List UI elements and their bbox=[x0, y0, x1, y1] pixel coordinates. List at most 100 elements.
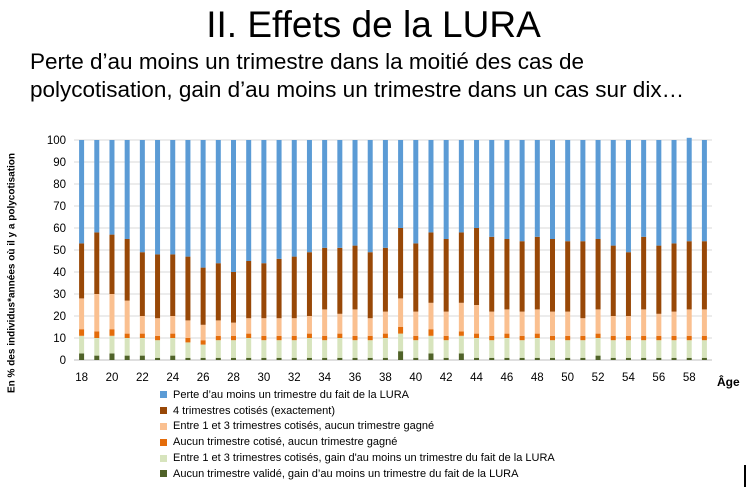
bar-segment bbox=[458, 335, 464, 354]
x-tick-label: 28 bbox=[227, 372, 240, 384]
bar-segment bbox=[139, 140, 145, 253]
bar-segment bbox=[428, 329, 434, 336]
bar-segment bbox=[261, 335, 267, 341]
bar-segment bbox=[231, 322, 236, 336]
bar-segment bbox=[519, 340, 525, 358]
bar-segment bbox=[185, 140, 191, 257]
bar-segment bbox=[200, 140, 206, 268]
bar-segment bbox=[124, 338, 130, 356]
bar-segment bbox=[625, 140, 631, 253]
bar-segment bbox=[625, 340, 631, 358]
x-tick-label: 40 bbox=[409, 372, 422, 384]
legend-item: 4 trimestres cotisés (exactement) bbox=[160, 403, 555, 419]
bar-segment bbox=[595, 333, 601, 338]
y-tick-label: 90 bbox=[53, 157, 66, 169]
bar-segment bbox=[185, 256, 191, 321]
bar-segment bbox=[200, 267, 206, 325]
bar-segment bbox=[474, 333, 480, 338]
bar-segment bbox=[291, 340, 297, 358]
bar-segment bbox=[367, 140, 373, 253]
bar-segment bbox=[428, 302, 434, 330]
y-tick-label: 70 bbox=[53, 201, 66, 213]
bar-segment bbox=[458, 353, 464, 360]
bar-segment bbox=[352, 245, 358, 310]
bar-segment bbox=[686, 340, 692, 358]
bar-segment bbox=[94, 294, 100, 332]
bar-segment bbox=[246, 261, 252, 319]
bar-segment bbox=[671, 243, 677, 312]
bar-segment bbox=[413, 140, 419, 244]
bar-segment bbox=[215, 263, 221, 321]
bar-segment bbox=[443, 311, 449, 336]
bar-segment bbox=[246, 338, 252, 358]
bar-segment bbox=[170, 316, 176, 334]
y-tick-label: 60 bbox=[53, 223, 66, 235]
bar-segment bbox=[291, 256, 297, 319]
bar-segment bbox=[489, 140, 495, 237]
bar-segment bbox=[291, 357, 297, 360]
bar-segment bbox=[413, 311, 419, 336]
bar-segment bbox=[398, 228, 404, 299]
bar-segment bbox=[79, 335, 85, 354]
bar-segment bbox=[701, 309, 707, 336]
gridlines bbox=[74, 139, 712, 361]
bar-segment bbox=[215, 357, 221, 360]
bar-segment bbox=[671, 311, 677, 336]
bar-segment bbox=[306, 357, 312, 360]
bar-segment bbox=[519, 241, 525, 312]
bar-segment bbox=[474, 140, 480, 228]
bar-segment bbox=[109, 140, 115, 235]
bar-segment bbox=[79, 243, 85, 299]
bar-segment bbox=[231, 340, 236, 358]
bar-segment bbox=[443, 140, 449, 239]
bar-segment bbox=[489, 357, 495, 360]
bar-segment bbox=[565, 335, 571, 341]
bar-segment bbox=[231, 140, 236, 272]
bar-segment bbox=[215, 340, 221, 358]
x-tick-label: 34 bbox=[318, 372, 331, 384]
bar-segment bbox=[124, 355, 130, 360]
y-tick-labels: 0 10 20 30 40 50 60 70 80 90 100 bbox=[47, 135, 66, 367]
bar-segment bbox=[367, 340, 373, 358]
bar-segment bbox=[367, 252, 373, 319]
bar-segment bbox=[382, 357, 388, 360]
bar-segment bbox=[580, 335, 586, 341]
bar-segment bbox=[246, 357, 252, 360]
legend-item: Entre 1 et 3 trimestres cotisés, gain d'… bbox=[160, 450, 555, 466]
bar-segment bbox=[580, 357, 586, 360]
bar-segment bbox=[686, 357, 692, 360]
bar-segment bbox=[155, 335, 161, 341]
bar-segment bbox=[428, 140, 434, 233]
bar-segment bbox=[656, 313, 662, 336]
legend-item: Perte d’au moins un trimestre du fait de… bbox=[160, 387, 555, 403]
bar-segment bbox=[276, 340, 282, 358]
x-tick-label: 56 bbox=[652, 372, 665, 384]
bar-segment bbox=[504, 357, 510, 360]
bar-segment bbox=[580, 140, 586, 242]
x-axis-label: Âge bbox=[717, 374, 740, 389]
bar-segment bbox=[155, 357, 161, 360]
bar-series bbox=[79, 137, 707, 360]
bar-segment bbox=[139, 316, 145, 334]
bar-segment bbox=[276, 258, 282, 319]
bar-segment bbox=[610, 316, 616, 336]
bar-segment bbox=[534, 140, 540, 237]
bar-segment bbox=[306, 333, 312, 338]
bar-segment bbox=[139, 338, 145, 356]
legend-item: Entre 1 et 3 trimestres cotisés, aucun t… bbox=[160, 419, 555, 435]
bar-segment bbox=[565, 241, 571, 312]
bar-segment bbox=[413, 340, 419, 358]
bar-segment bbox=[489, 236, 495, 312]
bar-segment bbox=[428, 353, 434, 360]
bar-segment bbox=[580, 241, 586, 319]
bar-segment bbox=[550, 340, 555, 358]
bar-segment bbox=[337, 357, 343, 360]
bar-segment bbox=[398, 140, 404, 228]
bar-segment bbox=[170, 355, 176, 360]
y-tick-label: 40 bbox=[53, 267, 66, 279]
bar-segment bbox=[580, 340, 586, 358]
x-tick-label: 58 bbox=[683, 372, 696, 384]
bar-segment bbox=[79, 140, 85, 244]
bar-segment bbox=[504, 338, 510, 358]
bar-segment bbox=[261, 140, 267, 264]
